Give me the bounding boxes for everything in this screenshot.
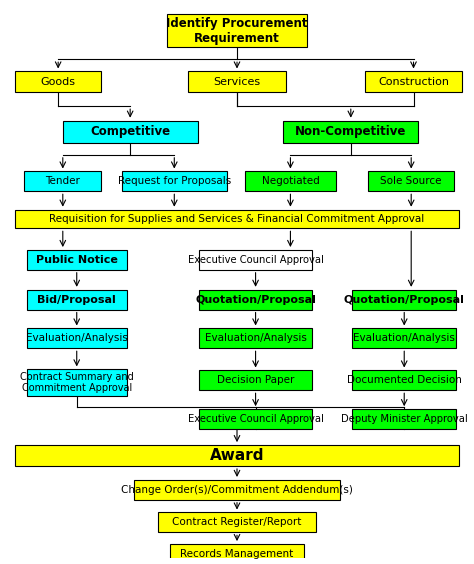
Text: Contract Summary and
Commitment Approval: Contract Summary and Commitment Approval xyxy=(20,372,134,394)
FancyBboxPatch shape xyxy=(352,409,456,429)
Text: Tender: Tender xyxy=(46,177,80,187)
Text: Contract Register/Report: Contract Register/Report xyxy=(173,517,301,527)
Text: Goods: Goods xyxy=(41,77,76,87)
FancyBboxPatch shape xyxy=(27,328,127,349)
FancyBboxPatch shape xyxy=(199,328,312,349)
FancyBboxPatch shape xyxy=(283,121,418,143)
Text: Requisition for Supplies and Services & Financial Commitment Approval: Requisition for Supplies and Services & … xyxy=(49,214,425,224)
Text: Sole Source: Sole Source xyxy=(381,177,442,187)
Text: Documented Decision: Documented Decision xyxy=(347,376,462,385)
Text: Non-Competitive: Non-Competitive xyxy=(295,125,407,138)
FancyBboxPatch shape xyxy=(199,371,312,390)
Text: Deputy Minister Approval: Deputy Minister Approval xyxy=(341,414,468,424)
FancyBboxPatch shape xyxy=(63,121,198,143)
FancyBboxPatch shape xyxy=(134,480,340,500)
FancyBboxPatch shape xyxy=(27,369,127,396)
FancyBboxPatch shape xyxy=(167,14,307,47)
Text: Quotation/Proposal: Quotation/Proposal xyxy=(195,294,316,305)
Text: Request for Proposals: Request for Proposals xyxy=(118,177,231,187)
FancyBboxPatch shape xyxy=(199,409,312,429)
Text: Identify Procurement
Requirement: Identify Procurement Requirement xyxy=(166,16,308,45)
Text: Competitive: Competitive xyxy=(90,125,170,138)
FancyBboxPatch shape xyxy=(199,250,312,270)
FancyBboxPatch shape xyxy=(352,328,456,349)
FancyBboxPatch shape xyxy=(352,371,456,390)
Text: Evaluation/Analysis: Evaluation/Analysis xyxy=(26,333,128,343)
Text: Evaluation/Analysis: Evaluation/Analysis xyxy=(353,333,455,343)
Text: Services: Services xyxy=(213,77,261,87)
Text: Award: Award xyxy=(210,448,264,463)
Text: Evaluation/Analysis: Evaluation/Analysis xyxy=(205,333,307,343)
FancyBboxPatch shape xyxy=(15,445,459,466)
FancyBboxPatch shape xyxy=(158,513,316,532)
Text: Construction: Construction xyxy=(378,77,449,87)
Text: Executive Council Approval: Executive Council Approval xyxy=(188,414,324,424)
Text: Quotation/Proposal: Quotation/Proposal xyxy=(344,294,465,305)
FancyBboxPatch shape xyxy=(352,290,456,310)
Text: Change Order(s)/Commitment Addendum(s): Change Order(s)/Commitment Addendum(s) xyxy=(121,485,353,495)
FancyBboxPatch shape xyxy=(15,72,101,92)
FancyBboxPatch shape xyxy=(122,171,227,191)
Text: Bid/Proposal: Bid/Proposal xyxy=(37,294,116,305)
FancyBboxPatch shape xyxy=(25,171,101,191)
Text: Public Notice: Public Notice xyxy=(36,255,118,265)
Text: Negotiated: Negotiated xyxy=(262,177,319,187)
Text: Decision Paper: Decision Paper xyxy=(217,376,294,385)
FancyBboxPatch shape xyxy=(245,171,336,191)
FancyBboxPatch shape xyxy=(27,250,127,270)
FancyBboxPatch shape xyxy=(199,290,312,310)
FancyBboxPatch shape xyxy=(15,210,459,228)
FancyBboxPatch shape xyxy=(365,72,462,92)
Text: Executive Council Approval: Executive Council Approval xyxy=(188,255,324,265)
Text: Records Management: Records Management xyxy=(181,549,293,559)
FancyBboxPatch shape xyxy=(368,171,454,191)
FancyBboxPatch shape xyxy=(170,544,304,564)
FancyBboxPatch shape xyxy=(27,290,127,310)
FancyBboxPatch shape xyxy=(188,72,286,92)
